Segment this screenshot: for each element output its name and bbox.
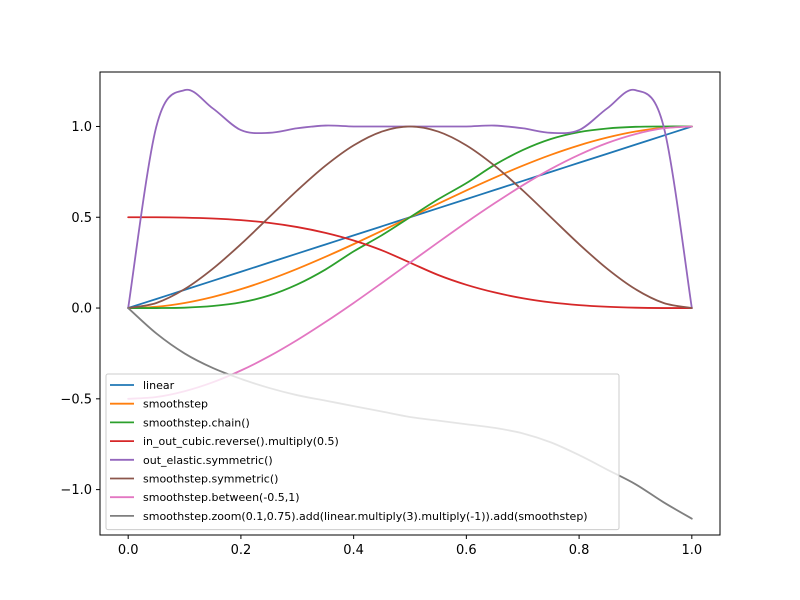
series-line-5 [127,125,693,309]
y-tick-label: 0.0 [71,302,92,317]
legend: linear smoothstep smoothstep.chain() in_out… [105,373,620,531]
legend-label: out_elastic.symmetric() [143,454,273,467]
y-tick-label: 0.5 [71,211,92,226]
y-axis: −1.0 −0.5 0.0 0.5 1.0 [60,120,100,498]
plot-frame [99,71,721,536]
legend-label: smoothstep [143,398,208,411]
legend-label: in_out_cubic.reverse().multiply(0.5) [143,435,339,448]
legend-box [105,373,620,531]
x-axis: 0.0 0.2 0.4 0.6 0.8 1.0 [118,535,702,558]
legend-label: smoothstep.zoom(0.1,0.75).add(linear.mul… [143,510,588,523]
x-tick-label: 0.8 [569,543,590,558]
legend-label: smoothstep.chain() [143,416,250,429]
x-tick-label: 0.0 [118,543,139,558]
y-tick-label: −0.5 [60,392,92,407]
series-lines [127,88,693,520]
y-tick-label: −1.0 [60,483,92,498]
x-tick-label: 0.6 [456,543,477,558]
legend-label: smoothstep.symmetric() [143,473,278,486]
y-tick-label: 1.0 [71,120,92,135]
legend-label: linear [143,379,175,392]
x-tick-label: 1.0 [681,543,702,558]
legend-label: smoothstep.between(-0.5,1) [143,491,300,504]
x-tick-label: 0.4 [343,543,364,558]
series-line-2 [127,125,693,309]
x-tick-label: 0.2 [231,543,252,558]
